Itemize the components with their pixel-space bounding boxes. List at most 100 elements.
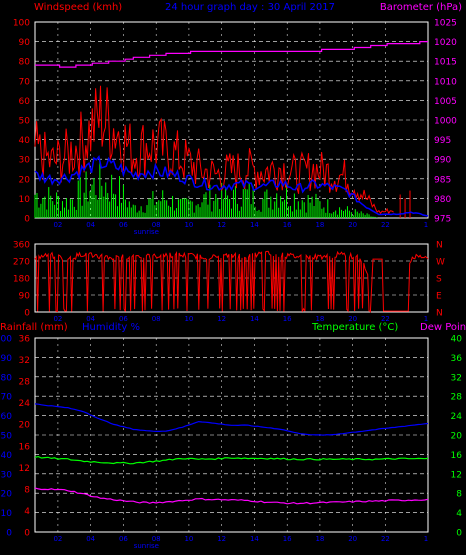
windavg-line [34,155,429,217]
humidity-axis-tick: 30 [1,470,13,480]
graph-date-title: 24 hour graph day : 30 April 2017 [165,2,335,13]
windspeed-axis-tick: 10 [19,195,31,205]
humidity-axis-tick: 70 [1,393,13,403]
windspeed-axis-tick: 20 [19,175,31,185]
rain-axis-tick: 4 [24,507,30,517]
humidity-axis-tick: 60 [1,412,13,422]
hour-tick-label: 20 [348,221,357,229]
temperature-axis-tick: 0 [456,529,462,539]
hour-tick-label: 20 [348,315,357,323]
humidity-axis-tick: 0 [6,529,12,539]
temperature-line [34,455,429,465]
hour-tick-label: 08 [152,221,161,229]
hour-tick-label: 12 [217,535,226,543]
temperature-axis-tick: 4 [456,509,462,519]
hour-tick-label: 02 [53,535,62,543]
rain-axis-tick: 12 [19,464,30,474]
direction-axis-tick: 180 [13,275,30,285]
direction-axis-tick: 360 [13,241,30,251]
windspeed-axis-tick: 30 [19,156,31,166]
barometer-axis-tick: 985 [434,175,451,185]
barometer-axis-tick: 980 [434,195,451,205]
rain-axis-tick: 28 [19,378,31,388]
hour-tick-label: 10 [184,315,193,323]
direction-axis-tick: 90 [19,292,31,302]
hour-tick-label: 14 [250,315,259,323]
direction-line [34,250,429,313]
temperature-axis-tick: 40 [451,335,463,345]
temperature-axis-tick: 16 [451,451,463,461]
temp-humidity-panel: 1009080706050403020100363228242016128404… [0,335,462,551]
rain-axis-tick: 36 [19,335,31,345]
hour-tick-label: 10 [184,221,193,229]
barometer-axis-tick: 1025 [434,19,457,29]
temperature-axis-tick: 12 [451,470,462,480]
hour-tick-label: 20 [348,535,357,543]
humidity-axis-tick: 50 [1,432,13,442]
hour-tick-label: 1 [424,221,428,229]
hour-tick-label: 1 [424,535,428,543]
hour-tick-label: 18 [315,221,324,229]
hour-tick-label: 16 [283,535,292,543]
rain-axis-tick: 20 [19,421,31,431]
humidity-axis-tick: 20 [1,490,13,500]
barometer-axis-tick: 1020 [434,38,457,48]
rainfall-title: Rainfall (mm) [0,322,68,333]
windspeed-axis-tick: 70 [19,77,31,87]
rain-axis-tick: 24 [19,399,31,409]
temperature-axis-tick: 36 [451,354,463,364]
rain-axis-tick: 32 [19,356,30,366]
barometer-axis-tick: 1015 [434,58,457,68]
sunrise-label: sunrise [134,542,159,550]
hour-tick-label: 16 [283,221,292,229]
direction-axis-tick: 270 [13,258,30,268]
barometer-axis-tick: 995 [434,136,451,146]
barometer-axis-tick: 1010 [434,77,457,87]
windspeed-axis-tick: 50 [19,117,31,127]
hour-tick-label: 22 [381,315,390,323]
barometer-axis-tick: 1005 [434,97,457,107]
humidity-axis-tick: 80 [1,373,13,383]
hour-tick-label: 14 [250,221,259,229]
hour-tick-label: 06 [119,315,128,323]
hour-tick-label: 16 [283,315,292,323]
compass-label: E [436,292,442,302]
temperature-axis-tick: 20 [451,432,463,442]
windspeed-axis-tick: 0 [24,215,30,225]
hour-tick-label: 18 [315,535,324,543]
windspeed-axis-tick: 90 [19,38,31,48]
compass-label: W [436,258,445,268]
humidity-axis-tick: 90 [1,354,13,364]
compass-label: N [436,241,443,251]
humidity-line [34,403,429,436]
hour-tick-label: 04 [86,221,95,229]
humidity-axis-tick: 10 [1,509,13,519]
hour-tick-label: 10 [184,535,193,543]
rain-axis-tick: 0 [24,529,30,539]
windspeed-title: Windspeed (kmh) [34,2,122,13]
windspeed-axis-tick: 60 [19,97,31,107]
wind-barometer-panel: 1009080706050403020100102510201015101010… [13,19,457,237]
windspeed-axis-tick: 40 [19,136,31,146]
hour-tick-label: 02 [53,221,62,229]
hour-tick-label: 08 [152,315,161,323]
windspeed-axis-tick: 100 [13,19,30,29]
windspeed-line [34,85,394,215]
barometer-axis-tick: 975 [434,215,451,225]
temperature-axis-tick: 24 [451,412,463,422]
barometer-title: Barometer (hPa) [380,2,462,13]
humidity-axis-tick: 40 [1,451,13,461]
direction-axis-tick: 0 [24,309,30,319]
hour-tick-label: 04 [86,535,95,543]
windspeed-axis-tick: 80 [19,58,31,68]
humidity-axis-tick: 100 [0,335,12,345]
hour-tick-label: 14 [250,535,259,543]
hour-tick-label: 12 [217,221,226,229]
temperature-axis-tick: 8 [456,490,462,500]
hour-tick-label: 12 [217,315,226,323]
temperature-axis-tick: 32 [451,373,462,383]
hour-tick-label: 08 [152,535,161,543]
compass-label: N [436,309,443,319]
